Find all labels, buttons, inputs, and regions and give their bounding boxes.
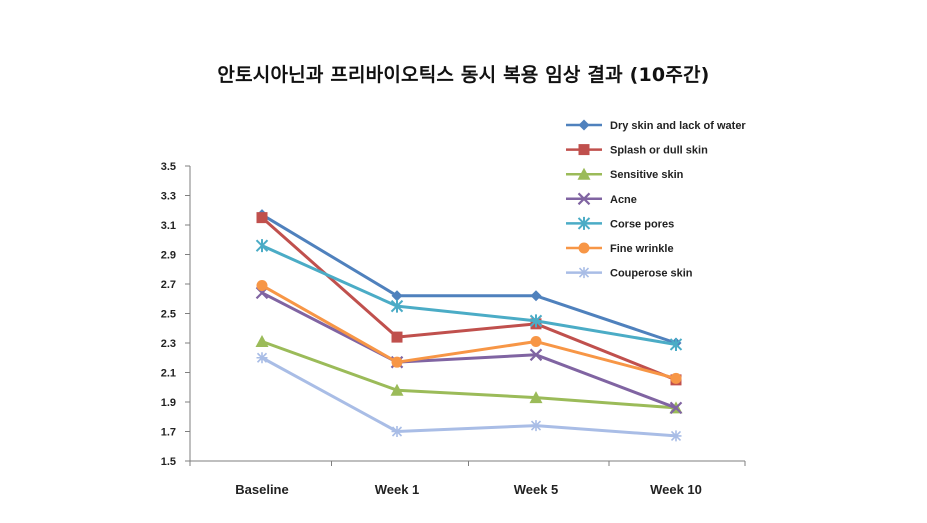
series-6 [256, 279, 682, 384]
legend-label: Dry skin and lack of water [610, 120, 746, 132]
data-point [256, 212, 268, 224]
data-point [391, 356, 403, 368]
x-category-label: Week 10 [650, 482, 702, 497]
data-point [530, 336, 542, 348]
data-point [391, 426, 403, 437]
series-line [261, 213, 677, 345]
data-point [390, 383, 404, 396]
data-point [529, 314, 543, 328]
page-title: 안토시아닌과 프리바이오틱스 동시 복용 임상 결과 (10주간) [217, 64, 710, 86]
y-tick-label: 1.9 [161, 397, 176, 409]
series-7 [256, 352, 682, 442]
legend-item: Corse pores [566, 216, 674, 230]
legend-label: Corse pores [610, 218, 674, 230]
data-point [256, 279, 268, 291]
y-tick-label: 3.3 [161, 191, 176, 203]
legend-marker [578, 242, 590, 254]
data-point [669, 401, 683, 415]
series-line [261, 216, 677, 382]
chart-legend: Dry skin and lack of water Splash or dull… [566, 119, 746, 280]
data-point [390, 299, 404, 313]
y-tick-label: 2.9 [161, 250, 176, 262]
y-tick-label: 1.5 [161, 456, 176, 468]
legend-item: Dry skin and lack of water [566, 119, 746, 132]
data-point [529, 348, 543, 362]
series-line [261, 356, 677, 438]
legend-item: Acne [566, 192, 637, 206]
legend-marker [577, 192, 591, 206]
x-category-label: Baseline [235, 482, 288, 497]
data-point [391, 331, 403, 343]
legend-label: Acne [610, 194, 637, 206]
data-point [255, 335, 269, 348]
series-line [261, 284, 677, 380]
series-5 [255, 239, 683, 351]
y-tick-label: 3.5 [161, 161, 176, 173]
legend-item: Fine wrinkle [566, 242, 674, 255]
legend-marker [578, 267, 590, 279]
legend-marker [578, 119, 590, 131]
y-tick-label: 2.1 [161, 368, 176, 380]
legend-item: Sensitive skin [566, 167, 684, 181]
legend-label: Sensitive skin [610, 169, 684, 181]
legend-marker [578, 144, 590, 156]
y-tick-label: 3.1 [161, 220, 176, 232]
series-line [261, 291, 677, 410]
x-category-label: Week 1 [375, 482, 420, 497]
y-tick-label: 2.7 [161, 279, 176, 291]
data-point [670, 430, 682, 442]
series-3 [255, 335, 683, 414]
x-category-label: Week 5 [514, 482, 559, 497]
data-point [530, 290, 542, 302]
y-tick-label: 2.3 [161, 338, 176, 350]
chart-series [255, 209, 683, 442]
chart-axes: 3.5 3.3 3.1 2.9 2.7 2.5 2.3 2.1 1.9 1.7 1.5 Baselin… [161, 161, 746, 497]
series-line [261, 340, 677, 410]
legend-item: Couperose skin [566, 267, 693, 280]
series-line [261, 244, 677, 346]
data-point [669, 337, 683, 351]
y-tick-label: 1.7 [161, 427, 176, 439]
legend-label: Couperose skin [610, 268, 693, 280]
y-tick-label: 2.5 [161, 309, 176, 321]
data-point [529, 391, 543, 404]
legend-marker [577, 167, 591, 180]
data-point [255, 239, 269, 253]
data-point [256, 352, 268, 364]
legend-label: Splash or dull skin [610, 145, 708, 157]
data-point [670, 372, 682, 384]
legend-marker [577, 216, 591, 230]
data-point [530, 420, 542, 432]
legend-item: Splash or dull skin [566, 144, 708, 157]
legend-label: Fine wrinkle [610, 243, 674, 255]
data-point [391, 290, 403, 302]
